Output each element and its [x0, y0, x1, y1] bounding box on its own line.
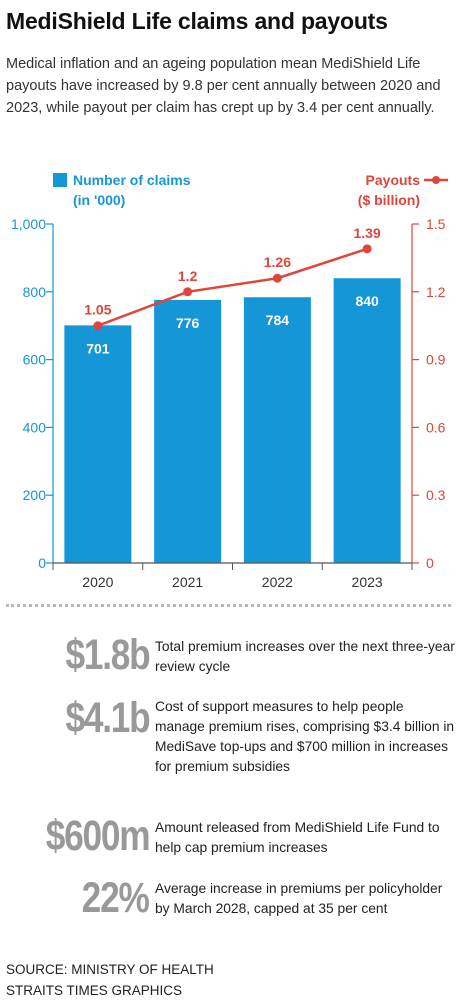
bar-label: 784 [266, 312, 290, 328]
payout-label: 1.05 [84, 302, 111, 318]
stat-premium-increases: $1.8b Total premium increases over the n… [0, 630, 457, 690]
credit-note: STRAITS TIMES GRAPHICS [6, 983, 183, 998]
legend-line-label: Payouts [366, 172, 421, 188]
stat-description: Total premium increases over the next th… [155, 639, 455, 674]
page-title: MediShield Life claims and payouts [6, 8, 388, 34]
x-axis-tick-label: 2022 [262, 574, 293, 590]
legend-bar-label: (in '000) [73, 192, 125, 208]
stat-value: 22% [82, 874, 150, 922]
right-axis-tick-label: 0.3 [426, 487, 446, 503]
right-axis-tick-label: 0.9 [426, 352, 446, 368]
payout-point-2023 [362, 244, 372, 254]
stat-description: Cost of support measures to help people … [155, 699, 455, 774]
stat-value: $1.8b [64, 631, 150, 679]
right-axis-tick-label: 1.5 [426, 216, 446, 232]
payout-point-2020 [93, 321, 103, 331]
left-axis-tick-label: 600 [23, 352, 47, 368]
legend-line-marker [432, 176, 440, 184]
payout-label: 1.39 [354, 225, 381, 241]
legend-line-label: ($ billion) [358, 192, 420, 208]
right-axis-tick-label: 0.6 [426, 419, 446, 435]
right-axis-tick-label: 0 [426, 555, 434, 571]
subtitle: Medical inflation and an ageing populati… [6, 56, 441, 116]
stat-average-increase: 22% Average increase in premiums per pol… [0, 873, 457, 933]
stat-value: $4.1b [64, 694, 150, 742]
payouts-line [97, 247, 368, 327]
x-axis-tick-label: 2021 [172, 574, 203, 590]
claims-payouts-chart: Number of claims (in '000) Payouts ($ billi… [11, 172, 448, 590]
left-axis-tick-label: 0 [38, 555, 46, 571]
bar-label: 776 [176, 315, 200, 331]
stat-description: Amount released from MediShield Life Fun… [155, 820, 440, 855]
payout-label: 1.26 [264, 254, 291, 270]
payout-point-2022 [272, 273, 282, 283]
left-axis-tick-label: 800 [23, 284, 47, 300]
divider [6, 604, 451, 607]
legend-bar-label: Number of claims [73, 172, 191, 188]
bar-label: 701 [86, 340, 110, 356]
bar-2023 [333, 278, 401, 563]
stat-fund-release: $600m Amount released from MediShield Li… [0, 811, 457, 871]
bar-label: 840 [355, 293, 379, 309]
left-axis-tick-label: 400 [23, 419, 47, 435]
legend-bar-swatch [53, 173, 67, 187]
payout-label: 1.2 [178, 268, 198, 284]
right-axis-tick-label: 1.2 [426, 284, 446, 300]
bar-2021 [154, 299, 222, 563]
stat-support-measures: $4.1b Cost of support measures to help p… [0, 693, 457, 774]
x-axis-tick-label: 2023 [352, 574, 383, 590]
stat-description: Average increase in premiums per policyh… [155, 881, 443, 916]
bar-2022 [243, 297, 311, 563]
bar-2020 [64, 325, 132, 563]
payout-point-2021 [183, 287, 193, 297]
x-axis-tick-label: 2020 [82, 574, 113, 590]
left-axis-tick-label: 200 [23, 487, 47, 503]
left-axis-tick-label: 1,000 [11, 216, 46, 232]
stat-value: $600m [45, 812, 150, 860]
source-note: SOURCE: MINISTRY OF HEALTH [6, 962, 214, 977]
